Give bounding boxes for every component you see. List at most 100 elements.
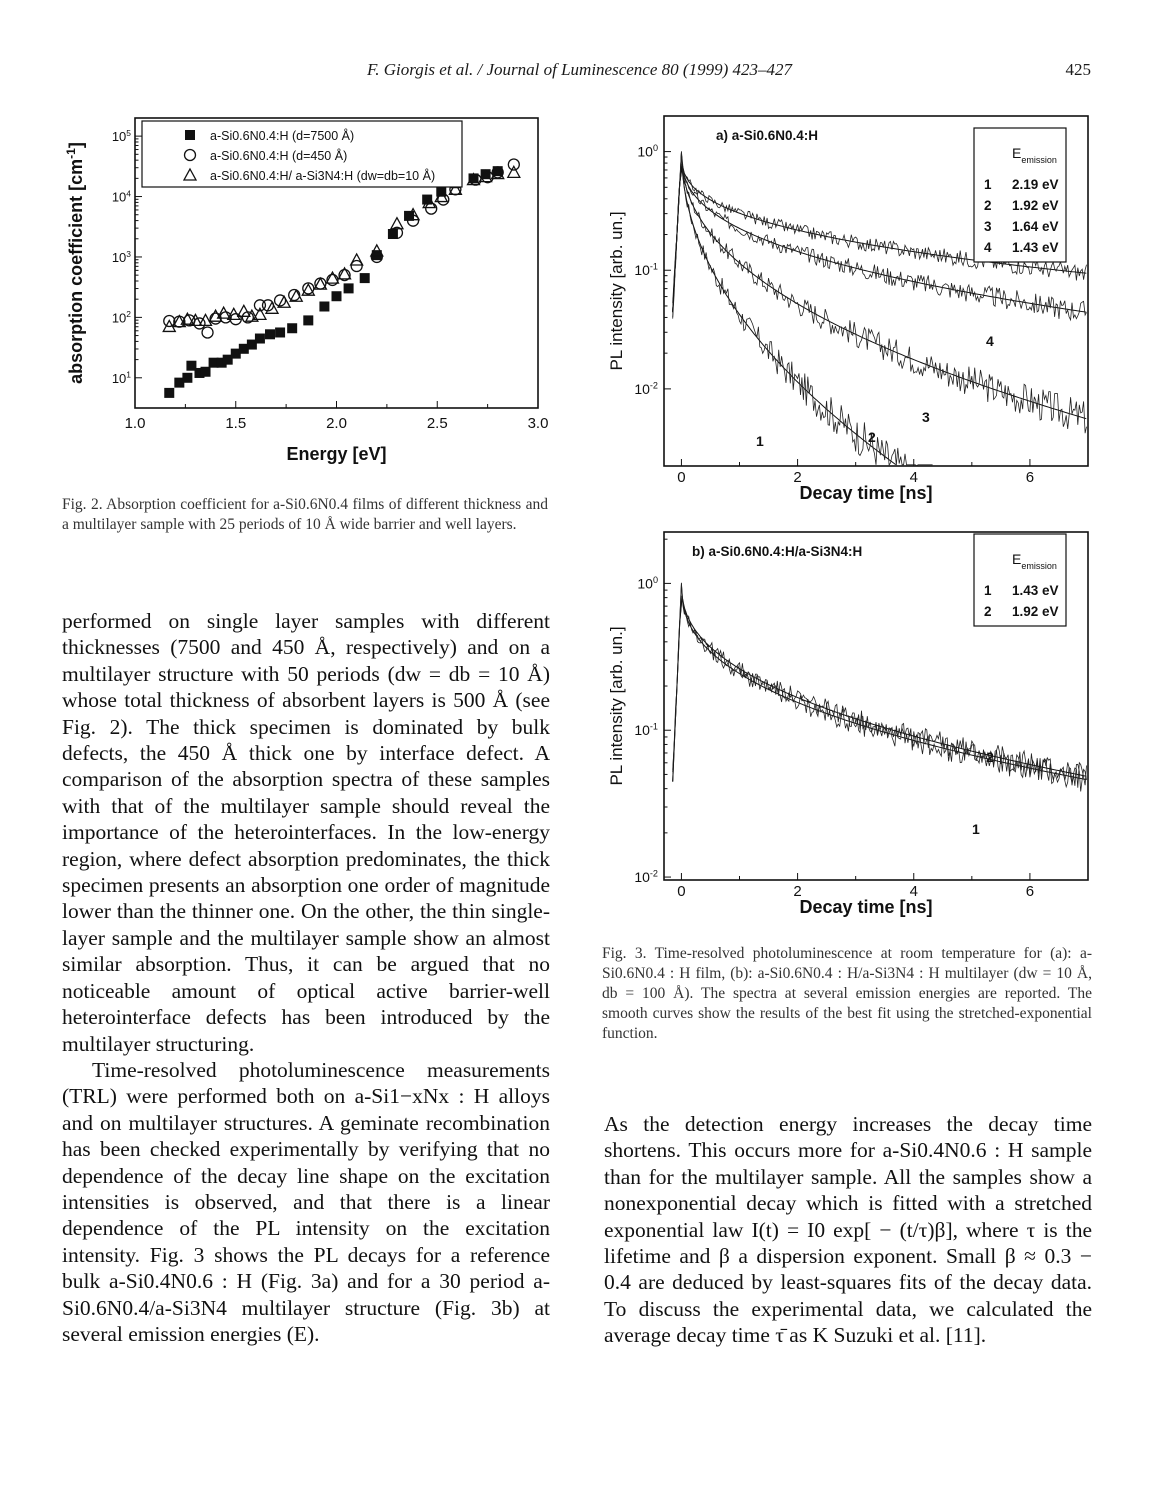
data-point: [200, 366, 211, 377]
data-point: [349, 252, 364, 266]
legend-entry: 1.43 eV: [1012, 583, 1059, 598]
data-point: [301, 282, 316, 296]
data-curve: [672, 152, 1087, 434]
data-point: [303, 315, 314, 326]
legend-index: 4: [984, 240, 992, 255]
data-point: [208, 357, 219, 368]
figure-2-caption: Fig. 2. Absorption coefficient for a-Si0…: [62, 496, 548, 533]
data-point: [277, 294, 292, 308]
data-point: [313, 276, 328, 290]
data-point: [468, 173, 479, 184]
y-tick-label: 100: [637, 575, 658, 592]
data-point: [216, 305, 231, 319]
legend-entry: 1.92 eV: [1012, 604, 1059, 619]
data-point: [359, 273, 370, 284]
data-point: [506, 165, 521, 179]
legend-entry: 2.19 eV: [1012, 177, 1059, 192]
data-point: [389, 216, 405, 230]
curve-label: 3: [922, 409, 930, 425]
running-title: F. Giorgis et al. / Journal of Luminesce…: [367, 60, 792, 79]
x-tick-label: 2.5: [427, 415, 448, 432]
data-series: [162, 165, 521, 333]
y-tick-label: 10-1: [634, 722, 658, 739]
data-point: [188, 313, 203, 327]
legend-entry: a-Si0.6N0.4:H (d=450 Å): [210, 148, 347, 163]
data-point: [238, 343, 249, 354]
y-tick-label: 105: [112, 128, 131, 144]
data-point: [288, 288, 301, 302]
y-axis-label: PL intensity [arb. un.]: [607, 626, 626, 785]
data-point: [273, 294, 287, 307]
data-point: [405, 207, 421, 221]
x-tick-label: 2.0: [326, 415, 347, 432]
curve-label: 2: [868, 429, 876, 445]
data-point: [338, 268, 351, 282]
data-point: [492, 166, 503, 177]
data-point: [194, 367, 205, 378]
legend-marker: [185, 130, 195, 140]
data-point: [466, 172, 481, 186]
x-tick-label: 6: [1026, 883, 1034, 900]
data-point: [222, 354, 233, 365]
data-point: [182, 372, 193, 383]
legend-header: Eemission: [1012, 551, 1057, 571]
curve-label: 1: [972, 821, 980, 837]
data-curve: [672, 151, 1087, 319]
data-point: [275, 327, 286, 338]
x-tick-label: 2: [793, 883, 801, 900]
data-point: [162, 319, 177, 333]
data-point: [163, 314, 176, 328]
panel-title: a) a-Si0.6N0.4:H: [716, 128, 818, 143]
curve-label: 4: [986, 333, 994, 349]
data-point: [406, 214, 420, 227]
y-tick-label: 10-2: [634, 380, 658, 397]
plot-frame: [663, 531, 1089, 881]
data-series: [164, 166, 503, 398]
data-curve: [672, 152, 1087, 322]
data-point: [254, 333, 265, 344]
data-point: [422, 195, 437, 209]
plot-frame: [663, 115, 1089, 467]
data-point: [201, 326, 214, 339]
data-point: [198, 313, 213, 327]
data-point: [246, 339, 257, 350]
data-point: [244, 308, 259, 322]
x-tick-label: 4: [910, 883, 918, 900]
page-number: 425: [1065, 60, 1092, 79]
y-tick-label: 10-1: [634, 262, 658, 279]
data-point: [478, 169, 493, 183]
data-point: [350, 259, 363, 273]
legend-box: [973, 533, 1067, 627]
legend-entry: 1.43 eV: [1012, 240, 1059, 255]
x-tick-label: 4: [910, 469, 918, 486]
data-point: [507, 158, 520, 171]
y-tick-label: 104: [112, 188, 131, 204]
data-series: [672, 152, 1087, 322]
data-point: [325, 270, 340, 284]
paragraph: performed on single layer samples with d…: [62, 609, 550, 1056]
legend-index: 2: [984, 198, 992, 213]
data-point: [480, 169, 491, 180]
legend-entry: 1.64 eV: [1012, 219, 1059, 234]
running-head: F. Giorgis et al. / Journal of Luminesce…: [0, 60, 1159, 84]
panel-title: b) a-Si0.6N0.4:H/a-Si3N4:H: [692, 544, 862, 559]
data-point: [174, 377, 185, 388]
figure-2-chart: 1.0 1.5 2.0 2.5 3.0 101 102 103 104 105 Energy [eV…: [64, 117, 548, 464]
data-point: [164, 387, 175, 398]
x-tick-label: 0: [677, 883, 685, 900]
data-series: [672, 152, 933, 467]
data-point: [265, 329, 276, 340]
x-tick-label: 1.5: [225, 415, 246, 432]
y-tick-label: 102: [112, 309, 131, 325]
body-column-left: performed on single layer samples with d…: [62, 608, 550, 1347]
figure-3a: 0 2 4 6 10-2 10-1 100 Decay time [ns] PL intensi…: [596, 112, 1100, 512]
data-point: [434, 189, 449, 203]
data-point: [390, 226, 404, 239]
curve-label: 1: [756, 433, 764, 449]
data-curve: [672, 583, 1087, 792]
data-point: [326, 273, 339, 287]
data-series: [672, 582, 1087, 788]
data-point: [264, 300, 280, 314]
x-tick-label: 2: [793, 469, 801, 486]
data-point: [337, 266, 352, 280]
